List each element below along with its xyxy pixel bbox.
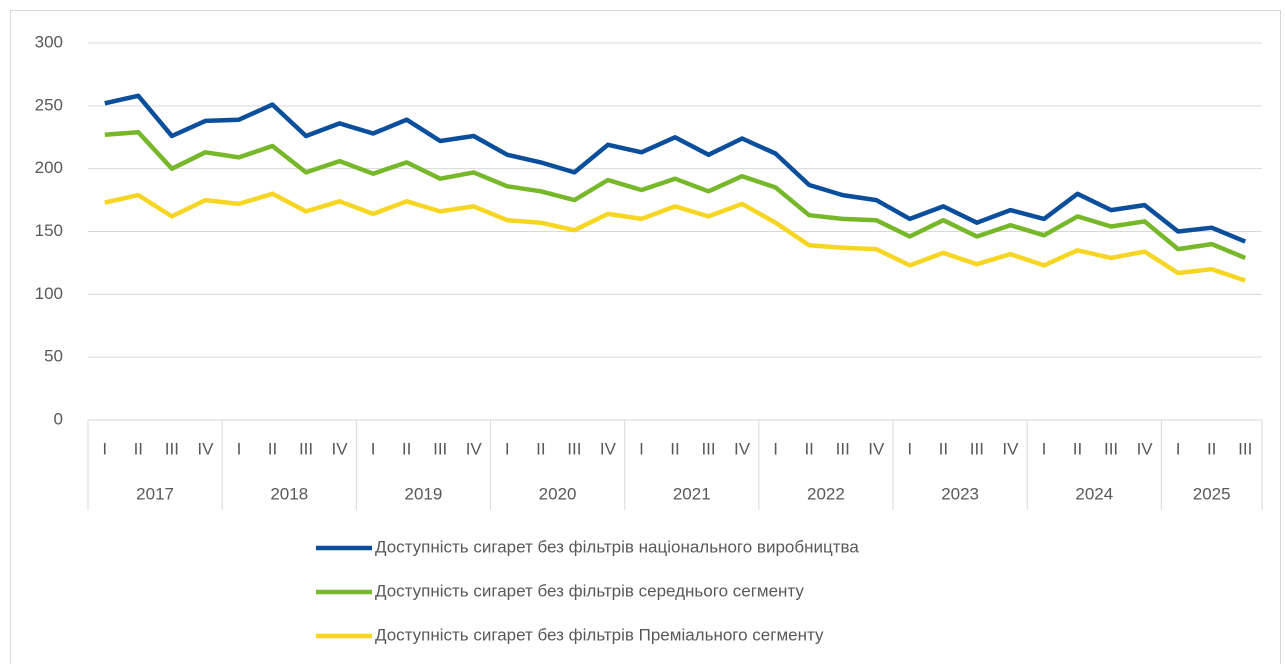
- x-tick-label: I: [773, 439, 778, 458]
- x-tick-label: IV: [466, 439, 483, 458]
- x-tick-label: IV: [600, 439, 617, 458]
- x-tick-label: II: [402, 439, 411, 458]
- x-tick-label: III: [1104, 439, 1118, 458]
- x-tick-label: III: [165, 439, 179, 458]
- x-tick-label: II: [1207, 439, 1216, 458]
- chart-border: [10, 10, 1281, 664]
- x-tick-label: III: [836, 439, 850, 458]
- x-tick-label: IV: [868, 439, 885, 458]
- x-tick-label: I: [237, 439, 242, 458]
- x-tick-label: III: [567, 439, 581, 458]
- x-tick-label: IV: [197, 439, 214, 458]
- y-tick-label: 200: [35, 158, 63, 177]
- x-tick-label: IV: [332, 439, 349, 458]
- y-tick-label: 0: [54, 409, 63, 428]
- x-group-label: 2024: [1075, 484, 1113, 503]
- series-line: [104, 93, 1247, 244]
- x-tick-label: I: [371, 439, 376, 458]
- x-group-label: 2021: [673, 484, 711, 503]
- x-tick-label: I: [505, 439, 510, 458]
- y-tick-label: 150: [35, 221, 63, 240]
- x-tick-label: II: [804, 439, 813, 458]
- x-tick-label: III: [1238, 439, 1252, 458]
- x-tick-label: IV: [1002, 439, 1019, 458]
- x-tick-label: I: [639, 439, 644, 458]
- x-group-label: 2022: [807, 484, 845, 503]
- x-group-label: 2017: [136, 484, 174, 503]
- x-tick-label: I: [102, 439, 107, 458]
- y-tick-label: 50: [44, 347, 63, 366]
- x-tick-label: II: [268, 439, 277, 458]
- x-tick-label: I: [907, 439, 912, 458]
- x-tick-label: III: [433, 439, 447, 458]
- x-tick-label: IV: [734, 439, 751, 458]
- x-tick-label: I: [1176, 439, 1181, 458]
- x-tick-label: IV: [1137, 439, 1154, 458]
- y-tick-label: 250: [35, 95, 63, 114]
- x-tick-label: II: [134, 439, 143, 458]
- x-group-label: 2020: [539, 484, 577, 503]
- series-line: [104, 191, 1246, 283]
- x-tick-label: II: [670, 439, 679, 458]
- x-group-label: 2019: [405, 484, 443, 503]
- x-tick-label: II: [1073, 439, 1082, 458]
- x-group-label: 2018: [270, 484, 308, 503]
- y-tick-label: 300: [35, 32, 63, 51]
- x-group-label: 2023: [941, 484, 979, 503]
- y-tick-label: 100: [35, 284, 63, 303]
- x-tick-label: I: [1042, 439, 1047, 458]
- x-tick-label: II: [536, 439, 545, 458]
- legend-label: Доступність сигарет без фільтрів Преміал…: [375, 625, 824, 644]
- series-line: [104, 129, 1247, 260]
- x-group-label: 2025: [1193, 484, 1231, 503]
- legend-label: Доступність сигарет без фільтрів націона…: [375, 537, 859, 556]
- x-tick-label: II: [939, 439, 948, 458]
- legend-label: Доступність сигарет без фільтрів середнь…: [375, 581, 804, 600]
- x-tick-label: III: [970, 439, 984, 458]
- x-tick-label: III: [701, 439, 715, 458]
- x-tick-label: III: [299, 439, 313, 458]
